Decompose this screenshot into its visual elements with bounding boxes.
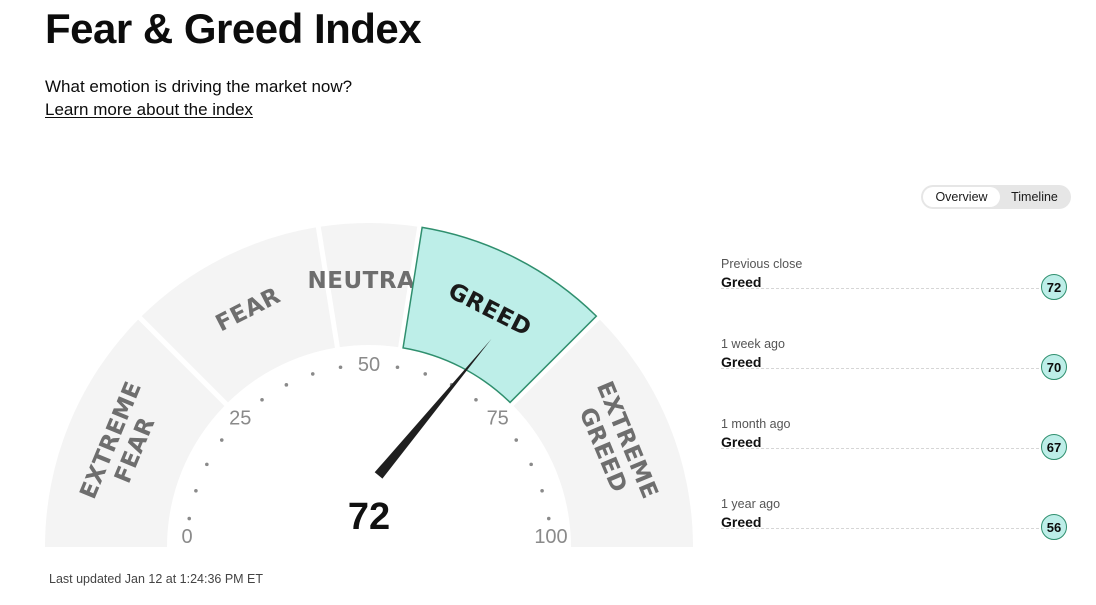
gauge-segment-fear [141,227,335,403]
history-label: 1 year ago [721,497,781,511]
gauge-tick-label: 100 [534,526,567,548]
gauge-face [167,345,571,547]
gauge-tick-dot [260,397,264,402]
overview-tab[interactable]: Overview [923,187,1000,207]
gauge-segment-greed [402,226,598,404]
gauge-tick-dot [205,462,209,467]
gauge-tick-dot [540,488,544,493]
history-item-1-week-ago: 1 week ago Greed 70 [721,337,1069,380]
history-label: 1 week ago [721,337,785,351]
page-subtitle: What emotion is driving the market now? [45,77,353,96]
timeline-tab[interactable]: Timeline [1011,190,1058,204]
gauge-tick-label: 25 [229,407,251,429]
gauge-needle [374,339,492,479]
gauge-tick-dot [194,488,198,493]
gauge-hub [305,483,433,547]
history-value: Greed [721,514,762,530]
gauge-tick-dot [474,397,478,402]
gauge-tick-dot [423,372,428,376]
gauge-tick-dot [284,383,289,387]
gauge-tick-dot [395,365,400,370]
history-value: Greed [721,274,762,290]
gauge-tick-dot [514,438,519,442]
gauge-tick-label: 50 [358,354,380,376]
history-score-badge: 56 [1041,514,1067,540]
gauge-segment-neutral [320,222,418,348]
learn-more-link[interactable]: Learn more about the index [45,100,253,119]
gauge-tick-dot [310,372,315,376]
history-item-1-month-ago: 1 month ago Greed 67 [721,417,1069,460]
gauge-tick-dot [187,516,192,521]
history-item-previous-close: Previous close Greed 72 [721,257,1069,300]
history-score-badge: 72 [1041,274,1067,300]
history-label: Previous close [721,257,803,271]
history-score-badge: 67 [1041,434,1067,460]
history-value: Greed [721,434,762,450]
history-label: 1 month ago [721,417,791,431]
gauge-value: 72 [348,496,390,538]
history-divider [721,528,1039,529]
gauge-tick-dot [546,516,551,521]
history-item-1-year-ago: 1 year ago Greed 56 [721,497,1069,540]
history-divider [721,288,1039,289]
gauge-label-neutral: NEUTRAL [308,268,431,294]
gauge-tick-dot [219,438,224,442]
history-score-badge: 70 [1041,354,1067,380]
gauge-tick-dot [338,365,343,370]
gauge-tick-label: 0 [181,526,192,548]
history-divider [721,368,1039,369]
view-toggle: Overview Timeline [921,185,1071,209]
last-updated-text: Last updated Jan 12 at 1:24:36 PM ET [49,572,264,586]
history-value: Greed [721,354,762,370]
gauge-tick-label: 75 [487,407,509,429]
gauge-segment-extreme-greed [513,319,693,547]
gauge-segment-extreme-fear [45,319,225,547]
gauge-tick-dot [529,462,533,467]
history-divider [721,448,1039,449]
page-title: Fear & Greed Index [45,5,422,52]
